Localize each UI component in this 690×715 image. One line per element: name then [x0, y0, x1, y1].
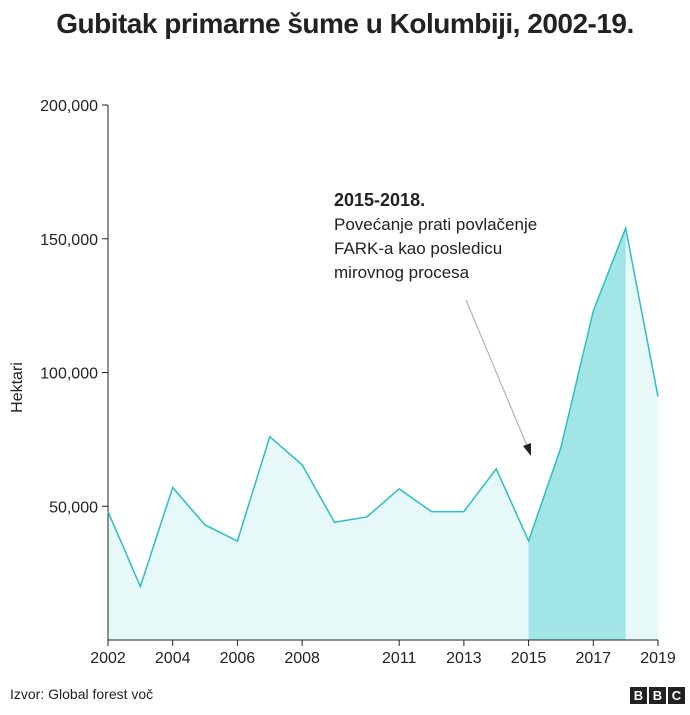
- x-tick-label: 2008: [284, 650, 320, 667]
- y-tick-label: 200,000: [40, 98, 98, 115]
- bbc-logo: B B C: [630, 687, 685, 704]
- y-axis-label: Hektari: [9, 362, 26, 413]
- annotation-arrowhead: [523, 443, 531, 456]
- bbc-logo-block: B: [630, 687, 647, 704]
- x-tick-label: 2004: [155, 650, 191, 667]
- bbc-logo-block: B: [649, 687, 666, 704]
- x-tick-label: 2013: [446, 650, 482, 667]
- chart-title: Gubitak primarne šume u Kolumbiji, 2002-…: [56, 8, 634, 39]
- x-tick-label: 2011: [382, 650, 417, 667]
- x-tick-label: 2019: [640, 650, 676, 667]
- area-fill: [108, 228, 658, 641]
- source-text: Izvor: Global forest voč: [10, 686, 154, 702]
- annotation-arrow: [465, 299, 529, 449]
- x-tick-label: 2006: [220, 650, 256, 667]
- bbc-logo-block: C: [668, 687, 685, 704]
- highlight-area-2015-2018: [528, 228, 626, 641]
- annotation-line: mirovnog procesa: [334, 263, 470, 282]
- y-tick-label: 100,000: [40, 366, 98, 383]
- x-tick-label: 2017: [575, 650, 611, 667]
- y-tick-label: 150,000: [40, 232, 98, 249]
- annotation-line: Povećanje prati povlačenje: [334, 215, 537, 234]
- series-line: [107, 225, 659, 589]
- x-tick-label: 2015: [511, 650, 547, 667]
- annotation-line: FARK-a kao posledicu: [334, 239, 502, 258]
- annotation-title: 2015-2018.: [334, 190, 425, 210]
- y-tick-label: 50,000: [49, 499, 98, 516]
- x-tick-label: 2002: [90, 650, 126, 667]
